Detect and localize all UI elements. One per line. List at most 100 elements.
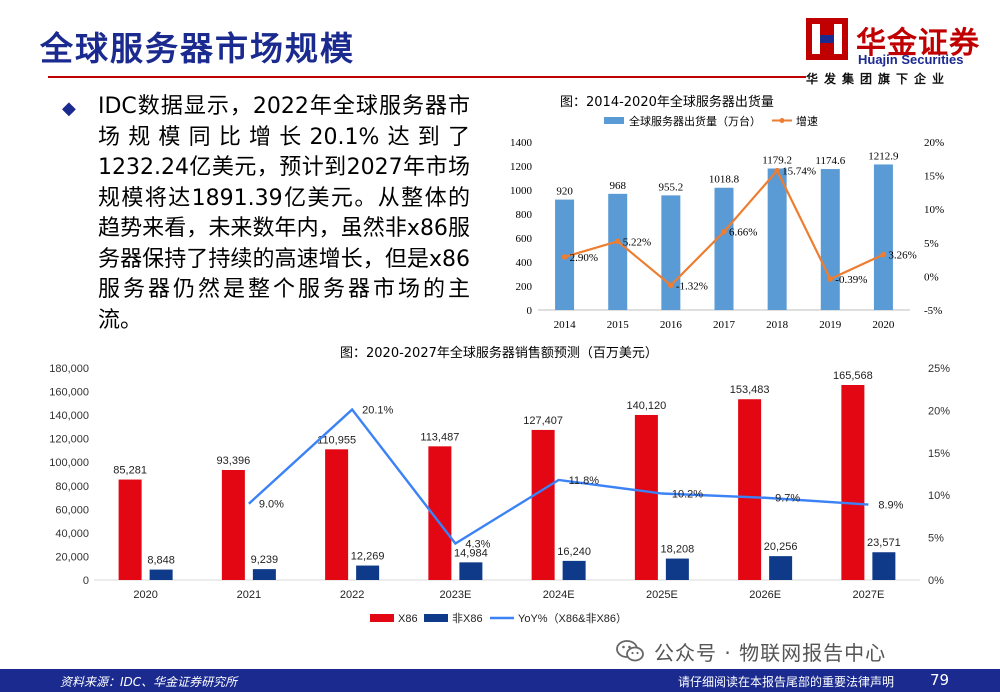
page-title: 全球服务器市场规模 bbox=[40, 29, 355, 68]
y-right-tick-label: 25% bbox=[928, 363, 950, 375]
legend-swatch-non-x86 bbox=[424, 614, 448, 622]
y-left-tick-label: 1200 bbox=[510, 161, 533, 173]
y-left-tick-label: 80,000 bbox=[55, 481, 89, 493]
y-left-tick-label: 140,000 bbox=[49, 410, 89, 422]
y-right-tick-label: 0% bbox=[924, 271, 939, 283]
growth-value-label: 5.22% bbox=[623, 236, 651, 248]
bar-x86 bbox=[531, 429, 555, 580]
bar-non-x86 bbox=[872, 552, 896, 580]
y-right-tick-label: 15% bbox=[924, 171, 944, 183]
bar-non-x86-value-label: 9,239 bbox=[251, 554, 279, 566]
x-tick-label: 2019 bbox=[819, 319, 842, 331]
y-left-tick-label: 100,000 bbox=[49, 457, 89, 469]
x-tick-label: 2020 bbox=[133, 589, 157, 601]
wechat-icon bbox=[616, 640, 644, 662]
legend-label-growth: 增速 bbox=[796, 114, 818, 128]
x-tick-label: 2025E bbox=[646, 589, 678, 601]
yoy-value-label: 11.8% bbox=[569, 475, 600, 487]
growth-point bbox=[721, 228, 727, 235]
y-right-tick-label: 10% bbox=[928, 490, 950, 502]
x-tick-label: 2022 bbox=[340, 589, 364, 601]
y-left-tick-label: 180,000 bbox=[49, 363, 89, 375]
bar-shipments bbox=[873, 164, 893, 310]
bar-shipments bbox=[767, 168, 787, 310]
bar-value-label: 955.2 bbox=[658, 181, 683, 193]
growth-point bbox=[668, 282, 674, 289]
bar-non-x86-value-label: 16,240 bbox=[557, 546, 591, 558]
logo-chinese-name: 华金证券 bbox=[856, 26, 980, 61]
footer-bar bbox=[0, 669, 1000, 692]
bar-x86-value-label: 93,396 bbox=[217, 455, 251, 467]
bar-x86 bbox=[118, 479, 142, 580]
x-tick-label: 2018 bbox=[766, 319, 789, 331]
y-left-tick-label: 400 bbox=[516, 257, 533, 269]
bar-value-label: 1018.8 bbox=[709, 174, 740, 186]
legend-label-shipments: 全球服务器出货量（万台） bbox=[629, 114, 761, 128]
logo-tagline: 华发集团旗下企业 bbox=[806, 72, 951, 86]
yoy-value-label: 20.1% bbox=[362, 405, 393, 417]
bar-value-label: 920 bbox=[556, 186, 573, 198]
x-tick-label: 2017 bbox=[713, 319, 736, 331]
growth-value-label: 6.66% bbox=[729, 227, 757, 239]
bar-non-x86 bbox=[356, 565, 380, 580]
bar-non-x86 bbox=[769, 556, 793, 580]
y-left-tick-label: 1400 bbox=[510, 137, 533, 149]
growth-value-label: 15.74% bbox=[782, 166, 816, 178]
growth-point bbox=[774, 167, 780, 174]
legend-swatch-x86 bbox=[370, 614, 394, 622]
y-right-tick-label: 20% bbox=[928, 405, 950, 417]
yoy-value-label: 10.2% bbox=[672, 489, 703, 501]
bullet-text: IDC数据显示，2022年全球服务器市场规模同比增长20.1%达到了1232.2… bbox=[98, 94, 470, 333]
footer-disclaimer: 请仔细阅读在本报告尾部的重要法律声明 bbox=[678, 675, 895, 689]
growth-point bbox=[827, 276, 834, 282]
legend-label-non-x86: 非X86 bbox=[452, 612, 483, 625]
y-left-tick-label: 200 bbox=[516, 281, 533, 293]
bar-non-x86 bbox=[252, 569, 276, 580]
legend-label-x86: X86 bbox=[398, 613, 418, 625]
company-logo: 华金证券 Huajin Securities 华发集团旗下企业 bbox=[806, 16, 986, 86]
y-right-tick-label: 0% bbox=[928, 575, 944, 587]
bar-shipments bbox=[661, 195, 681, 310]
y-left-tick-label: 800 bbox=[516, 209, 533, 221]
growth-point bbox=[561, 254, 568, 260]
shipment-chart: 全球服务器出货量（万台） 增速 0 200 400 600 800 1000 1200 1400 -… bbox=[510, 114, 944, 331]
bar-x86 bbox=[428, 446, 452, 580]
bar-non-x86-value-label: 12,269 bbox=[351, 551, 385, 563]
x-tick-label: 2024E bbox=[543, 589, 575, 601]
bar-x86-value-label: 165,568 bbox=[833, 370, 873, 382]
logo-english-name: Huajin Securities bbox=[858, 52, 964, 67]
watermark-text: 公众号 · 物联网报告中心 bbox=[654, 640, 887, 665]
yoy-value-label: 9.7% bbox=[775, 493, 800, 505]
growth-point bbox=[614, 238, 621, 245]
bar-x86-value-label: 113,487 bbox=[420, 431, 459, 443]
growth-value-label: -1.32% bbox=[676, 280, 708, 292]
y-left-tick-label: 40,000 bbox=[55, 528, 89, 540]
x-tick-label: 2015 bbox=[607, 319, 630, 331]
x-tick-label: 2023E bbox=[439, 589, 471, 601]
bar-shipments bbox=[820, 169, 840, 310]
yoy-value-label: 9.0% bbox=[259, 499, 284, 511]
bar-value-label: 1212.9 bbox=[868, 150, 899, 162]
x-tick-label: 2016 bbox=[660, 319, 683, 331]
bar-x86 bbox=[634, 414, 658, 580]
y-left-tick-label: 0 bbox=[527, 305, 533, 317]
y-right-tick-label: 5% bbox=[928, 533, 944, 545]
bar-non-x86-value-label: 20,256 bbox=[764, 541, 798, 553]
chart1-title: 图：2014-2020年全球服务器出货量 bbox=[560, 95, 774, 110]
footer-source: 资料来源：IDC、华金证券研究所 bbox=[60, 675, 238, 689]
huajin-logo-icon bbox=[806, 18, 848, 60]
yoy-value-label: 8.9% bbox=[878, 500, 903, 512]
bar-shipments bbox=[608, 193, 628, 310]
bar-value-label: 1179.2 bbox=[762, 154, 792, 166]
bar-x86-value-label: 110,955 bbox=[317, 434, 356, 446]
sales-forecast-chart: 0 20,000 40,000 60,000 80,000 100,000 120,000 1… bbox=[49, 363, 950, 625]
growth-value-label: 2.90% bbox=[570, 252, 598, 264]
bar-x86 bbox=[841, 384, 865, 580]
y-right-tick-label: 10% bbox=[924, 204, 944, 216]
bar-value-label: 968 bbox=[609, 180, 626, 192]
diamond-bullet-icon: ◆ bbox=[62, 98, 76, 119]
bar-x86-value-label: 127,407 bbox=[523, 415, 563, 427]
legend-label-yoy: YoY%（X86&非X86） bbox=[518, 612, 627, 625]
bar-non-x86 bbox=[562, 560, 586, 580]
y-right-tick-label: 5% bbox=[924, 238, 939, 250]
